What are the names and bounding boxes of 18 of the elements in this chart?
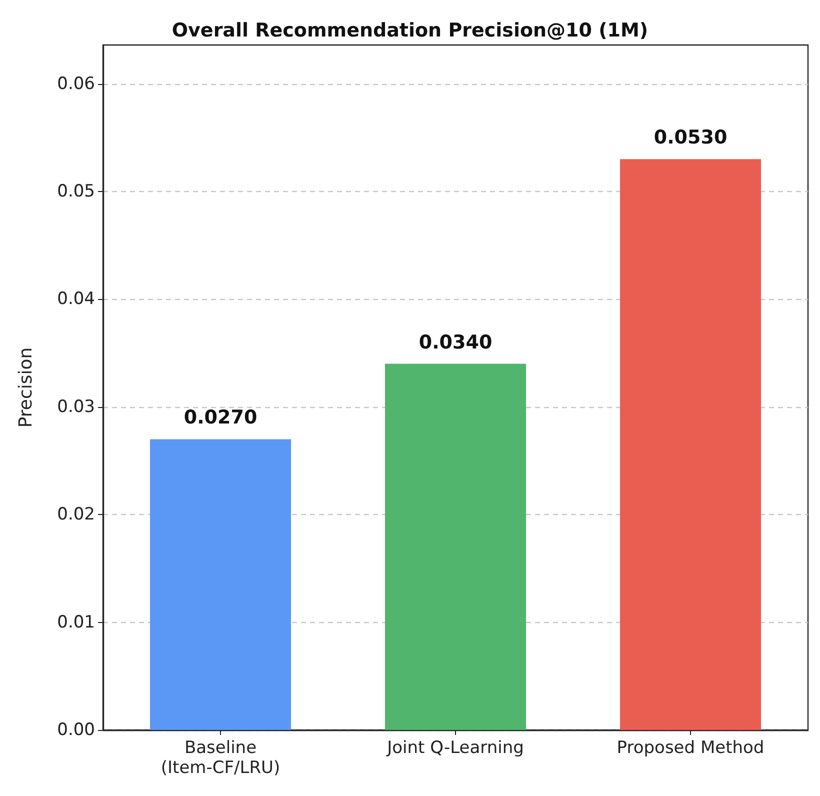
bar xyxy=(620,159,761,730)
data-label: 0.0340 xyxy=(418,331,492,354)
data-label: 0.0270 xyxy=(184,406,258,429)
data-label: 0.0530 xyxy=(654,126,728,149)
y-tick-label: 0.03 xyxy=(57,396,95,417)
bar xyxy=(385,364,526,730)
y-tick-label: 0.04 xyxy=(57,289,95,310)
y-axis-title: Precision xyxy=(16,347,36,428)
y-tick-label: 0.00 xyxy=(57,720,95,740)
bar xyxy=(150,439,291,730)
y-tick-label: 0.06 xyxy=(57,74,95,94)
y-tick-label: 0.05 xyxy=(57,181,95,202)
y-tick-label: 0.01 xyxy=(57,612,95,632)
chart-title: Overall Recommendation Precision@10 (1M) xyxy=(172,20,648,42)
x-tick-label: Baseline (Item-CF/LRU) xyxy=(160,738,280,778)
x-tick-label: Joint Q-Learning xyxy=(386,738,524,758)
x-tick-label: Proposed Method xyxy=(616,738,764,758)
y-tick-label: 0.02 xyxy=(57,504,95,525)
